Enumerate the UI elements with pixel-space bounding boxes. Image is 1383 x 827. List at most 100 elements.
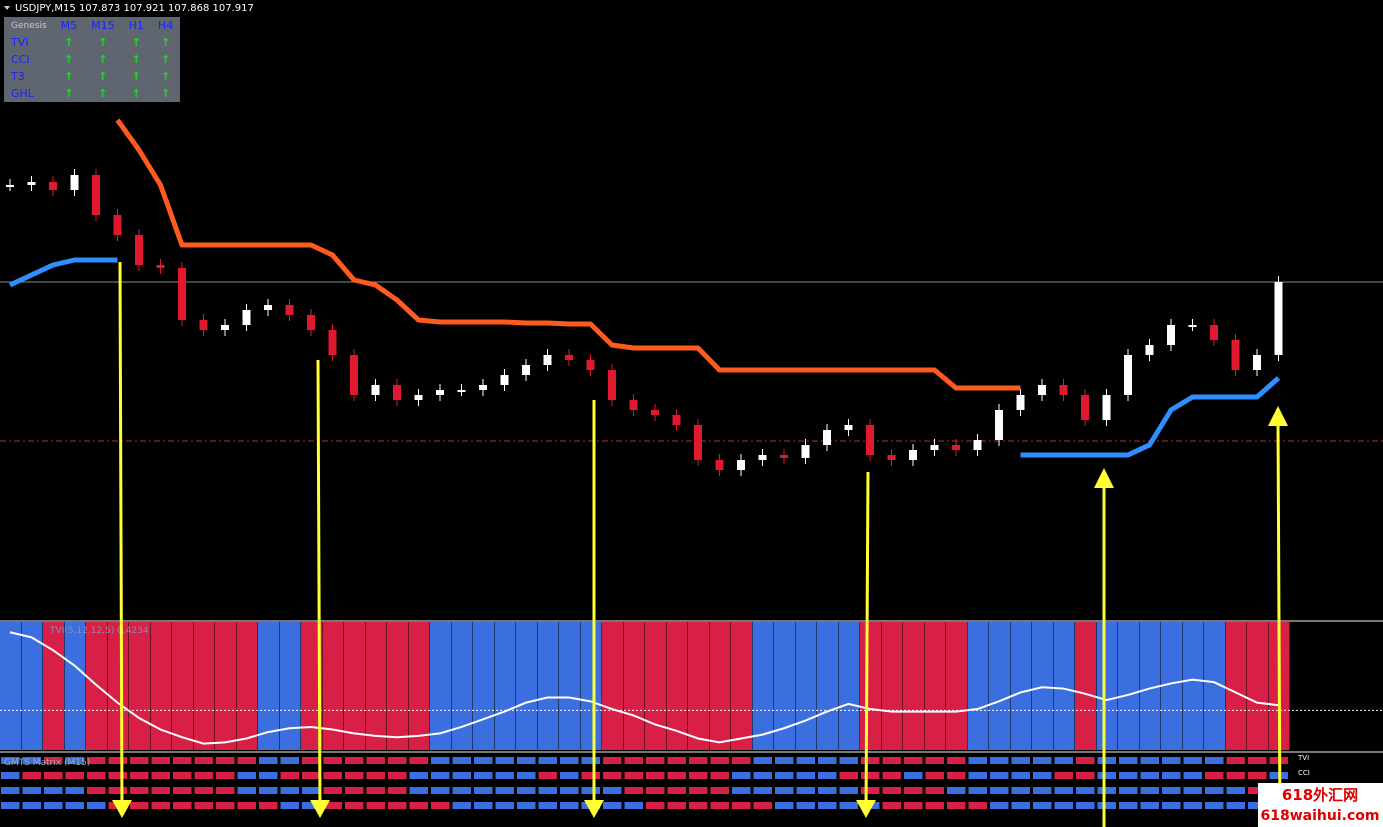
matrix-cell [1140, 757, 1159, 764]
matrix-cell [1205, 802, 1224, 809]
matrix-cell [538, 802, 557, 809]
matrix-cell [517, 772, 536, 779]
candle [27, 182, 36, 185]
matrix-cell [1097, 802, 1116, 809]
matrix-cell [1054, 772, 1073, 779]
matrix-cell [603, 772, 622, 779]
matrix-cell [796, 757, 815, 764]
matrix-cell [366, 787, 385, 794]
matrix-cell [1119, 787, 1138, 794]
tvi-bar [1182, 622, 1204, 750]
matrix-cell [1183, 787, 1202, 794]
tvi-bar [537, 622, 559, 750]
matrix-cell [1097, 787, 1116, 794]
matrix-cell [839, 757, 858, 764]
matrix-cell [22, 787, 41, 794]
candle [221, 325, 229, 330]
matrix-cell [237, 802, 256, 809]
matrix-cell [280, 802, 299, 809]
matrix-cell [474, 787, 493, 794]
matrix-cell [1076, 757, 1095, 764]
matrix-cell [732, 787, 751, 794]
matrix-cell [603, 757, 622, 764]
matrix-cell [947, 772, 966, 779]
matrix-cell [968, 772, 987, 779]
matrix-cell [947, 757, 966, 764]
matrix-cell [280, 772, 299, 779]
matrix-cell [624, 787, 643, 794]
matrix-cell [861, 772, 880, 779]
tvi-bar [365, 622, 387, 750]
matrix-cell [646, 787, 665, 794]
matrix-cell [302, 772, 321, 779]
matrix-cell [323, 757, 342, 764]
matrix-cell [560, 772, 579, 779]
candle [1167, 325, 1175, 345]
matrix-cell [560, 757, 579, 764]
matrix-cell [345, 757, 364, 764]
matrix-cell [345, 787, 364, 794]
tvi-bar [860, 622, 881, 750]
signal-arrow: ↑ [160, 53, 171, 66]
candle [995, 410, 1003, 440]
matrix-cell [194, 787, 213, 794]
tvi-bar [946, 622, 967, 750]
candle [1016, 395, 1025, 410]
candle [737, 460, 745, 470]
tvi-bar [1225, 622, 1247, 750]
tvi-label: TVI(5,12,12,5) 0.4234 [49, 626, 149, 636]
matrix-cell [87, 787, 106, 794]
matrix-cell [194, 757, 213, 764]
candle [844, 425, 853, 430]
tvi-bar [924, 622, 946, 750]
tvi-bar [473, 622, 494, 750]
matrix-cell [216, 802, 235, 809]
candle [887, 455, 896, 460]
matrix-cell [1248, 787, 1267, 794]
tvi-bar [1075, 622, 1096, 750]
matrix-row-label: TVI [1297, 754, 1309, 762]
candle [113, 215, 122, 235]
watermark-name: 618外汇网 [1282, 786, 1358, 804]
matrix-cell [65, 772, 84, 779]
candle [1102, 395, 1111, 420]
matrix-cell [1076, 772, 1095, 779]
matrix-cell [710, 787, 729, 794]
matrix-cell [925, 787, 944, 794]
tvi-bar [580, 622, 602, 750]
matrix-cell [925, 757, 944, 764]
matrix-cell [1119, 772, 1138, 779]
matrix-cell [345, 802, 364, 809]
matrix-cell [1033, 772, 1052, 779]
matrix-cell [689, 802, 708, 809]
matrix-cell [904, 787, 923, 794]
candle [285, 305, 294, 315]
matrix-cell [775, 757, 794, 764]
matrix-cell [237, 787, 256, 794]
candle [801, 445, 810, 458]
candle [973, 440, 982, 450]
matrix-cell [366, 802, 385, 809]
matrix-cell [1033, 787, 1052, 794]
tvi-bar [688, 622, 709, 750]
candle [823, 430, 831, 445]
matrix-cell [667, 757, 686, 764]
candle [1253, 355, 1261, 370]
matrix-cell [603, 787, 622, 794]
matrix-cell [216, 757, 235, 764]
menu-arrow [4, 6, 10, 10]
tvi-bar [129, 622, 150, 750]
matrix-cell [173, 802, 192, 809]
tvi-bar [795, 622, 817, 750]
matrix-cell [710, 757, 729, 764]
matrix-cell [108, 787, 127, 794]
matrix-cell [603, 802, 622, 809]
matrix-cell [302, 802, 321, 809]
candle [1210, 325, 1218, 340]
matrix-cell [732, 802, 751, 809]
matrix-cell [1011, 787, 1030, 794]
candle [264, 305, 272, 310]
matrix-cell [388, 772, 407, 779]
candle [393, 385, 401, 400]
tvi-bar [387, 622, 408, 750]
